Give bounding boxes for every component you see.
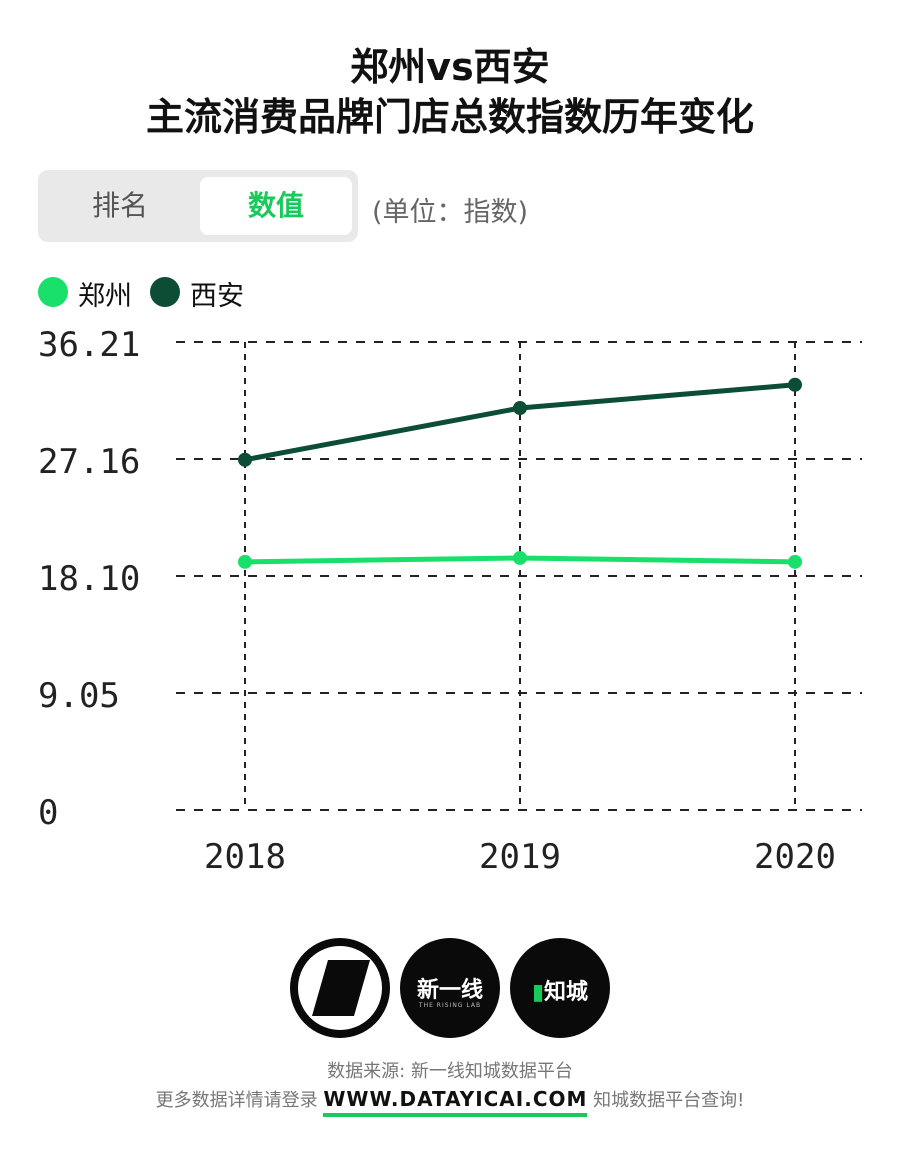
data-point-zhengzhou [788,554,802,569]
data-source: 数据来源: 新一线知城数据平台 [327,1061,573,1082]
rank-value-toggle: 排名 数值 [38,170,358,242]
line-chart: 0 9.05 18.10 27.16 36.21 2018 2019 2020 [38,325,862,877]
y-tick-label: 18.10 [38,559,140,599]
x-tick-label: 2018 [204,837,286,877]
more-info-prefix: 更多数据详情请登录 [155,1090,318,1111]
legend-dot-xian [150,277,180,307]
more-info-suffix: 知城数据平台查询! [593,1090,745,1111]
rank-tab[interactable]: 排名 [91,189,148,222]
zhicheng-logo: ▮知城 [510,938,610,1038]
y-tick-label: 36.21 [38,325,140,365]
data-point-zhengzhou [238,554,252,569]
y-tick-label: 0 [38,793,58,833]
legend-label-xian: 西安 [190,281,244,312]
value-tab[interactable]: 数值 [200,177,352,235]
y-tick-label: 9.05 [38,676,120,716]
x-tick-label: 2020 [754,837,836,877]
x-tick-label: 2019 [479,837,561,877]
more-info-line: 更多数据详情请登录 WWW.DATAYICAI.COM 知城数据平台查询! [0,1086,900,1117]
legend-dot-zhengzhou [38,277,68,307]
datayicai-link[interactable]: WWW.DATAYICAI.COM [323,1087,588,1117]
y-tick-label: 27.16 [38,442,140,482]
legend-label-zhengzhou: 郑州 [78,281,132,312]
chart-title-line1: 郑州vs西安 [350,45,550,89]
data-point-xian [238,452,252,467]
data-point-xian [513,401,527,416]
unit-label: (单位：指数) [372,197,529,228]
rising-lab-logo: 新一线 THE RISING LAB [400,938,500,1038]
chart-title-line2: 主流消费品牌门店总数指数历年变化 [145,95,754,139]
series-line-xian [244,382,796,463]
logos: 新一线 THE RISING LAB ▮知城 [290,938,620,1038]
yicai-logo [290,938,390,1038]
rising-lab-logo-text: 新一线 [416,978,483,1003]
data-point-xian [788,377,802,392]
data-point-zhengzhou [513,550,527,565]
rising-lab-logo-sub: THE RISING LAB [418,1002,482,1009]
zhicheng-logo-text: ▮知城 [531,980,589,1005]
